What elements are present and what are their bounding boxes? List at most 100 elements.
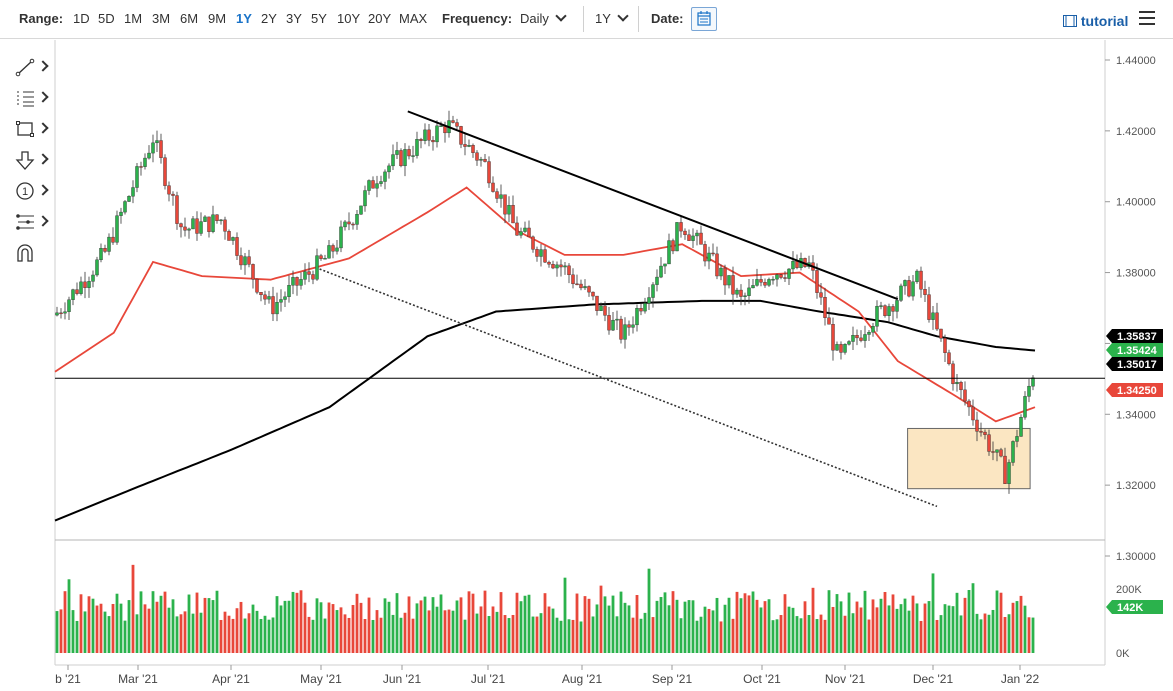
range-3y-button[interactable]: 3Y — [286, 11, 302, 26]
range-max-button[interactable]: MAX — [399, 11, 428, 26]
period-dropdown[interactable]: 1Y — [595, 10, 629, 26]
candle-body — [967, 400, 971, 408]
candle-body — [351, 223, 355, 226]
range-10y-button[interactable]: 10Y — [337, 11, 361, 26]
range-6m-button[interactable]: 6M — [180, 11, 199, 26]
volume-bar — [867, 619, 871, 653]
volume-bar — [259, 618, 263, 653]
volume-bar — [551, 608, 555, 653]
candle-body — [983, 431, 987, 435]
volume-bar — [955, 592, 959, 653]
arrow-tool-button[interactable] — [10, 149, 50, 171]
volume-bar — [823, 619, 827, 653]
pattern-tool-button[interactable] — [10, 211, 50, 233]
volume-bar — [851, 613, 855, 653]
volume-bar — [791, 607, 795, 653]
candle-body — [903, 280, 907, 287]
volume-bar — [535, 616, 539, 653]
candle-body — [175, 195, 179, 224]
volume-bar — [179, 614, 183, 653]
range-5d-button[interactable]: 5D — [98, 11, 115, 26]
volume-bar — [683, 601, 687, 653]
candle-body — [727, 275, 731, 286]
candle-body — [791, 261, 795, 270]
volume-bar — [483, 590, 487, 653]
candle-body — [671, 240, 675, 252]
volume-bar — [635, 594, 639, 653]
candle-body — [427, 129, 431, 141]
range-9m-button[interactable]: 9M — [208, 11, 227, 26]
volume-bar — [919, 620, 923, 653]
candle-body — [963, 389, 967, 402]
volume-bar — [339, 607, 343, 653]
volume-bar — [439, 594, 443, 653]
range-3m-button[interactable]: 3M — [152, 11, 171, 26]
candle-body — [291, 277, 295, 286]
range-1y-button[interactable]: 1Y — [236, 11, 252, 26]
candle-body — [767, 279, 771, 286]
candle-body — [855, 335, 859, 339]
magnet-icon — [17, 244, 33, 262]
volume-bar — [255, 610, 259, 653]
candle-body — [267, 296, 271, 300]
x-tick-label: Dec '21 — [913, 672, 954, 686]
menu-button[interactable] — [1139, 11, 1155, 25]
range-20y-button[interactable]: 20Y — [368, 11, 392, 26]
marker-tool-button[interactable]: 1 — [10, 180, 50, 202]
candle-body — [63, 311, 67, 314]
candle-body — [295, 277, 299, 286]
candle-body — [971, 406, 975, 421]
volume-bar — [1027, 617, 1031, 653]
candle-body — [491, 182, 495, 192]
candle-body — [951, 363, 955, 385]
candle-body — [775, 274, 779, 280]
candle-body — [643, 303, 647, 312]
candle-body — [59, 312, 63, 315]
volume-bar — [435, 606, 439, 653]
candle-body — [863, 334, 867, 341]
range-1m-button[interactable]: 1M — [124, 11, 143, 26]
volume-bar — [871, 599, 875, 653]
candle-body — [155, 140, 159, 144]
volume-bar — [803, 601, 807, 653]
rectangle-tool-button[interactable] — [10, 118, 50, 140]
volume-bar — [1023, 605, 1027, 653]
volume-bar — [975, 613, 979, 653]
volume-badge-shape — [1106, 600, 1163, 614]
magnet-tool-button[interactable] — [10, 242, 50, 264]
candle-body — [247, 256, 251, 265]
volume-bar — [379, 617, 383, 653]
candle-body — [779, 274, 783, 278]
candle-body — [499, 194, 503, 199]
candle-body — [319, 255, 323, 259]
candle-body — [875, 305, 879, 327]
volume-bar — [795, 616, 799, 653]
fibonacci-tool-button[interactable] — [10, 87, 50, 109]
volume-bar — [183, 611, 187, 653]
ma200-badge: 1.35837 — [1106, 329, 1163, 343]
volume-bar — [579, 621, 583, 653]
candle-body — [515, 222, 519, 236]
volume-bar — [83, 611, 87, 653]
trendline-tool-button[interactable] — [10, 56, 50, 78]
range-5y-button[interactable]: 5Y — [311, 11, 327, 26]
range-2y-button[interactable]: 2Y — [261, 11, 277, 26]
candle-body — [943, 338, 947, 353]
candle-body — [395, 150, 399, 155]
date-picker-button[interactable] — [691, 7, 717, 31]
candle-body — [519, 231, 523, 236]
range-1d-button[interactable]: 1D — [73, 11, 90, 26]
pattern-tool-icon — [16, 214, 34, 230]
candle-body — [271, 296, 275, 315]
candle-body — [135, 166, 139, 188]
candle-body — [283, 296, 287, 300]
candle-body — [403, 149, 407, 167]
candle-body — [123, 201, 127, 213]
frequency-dropdown[interactable]: Daily — [520, 10, 567, 26]
level-badge-shape — [1106, 357, 1163, 371]
candle-body — [575, 283, 579, 286]
tutorial-link[interactable]: tutorial — [1063, 13, 1128, 29]
tutorial-label: tutorial — [1080, 13, 1129, 29]
volume-bar — [931, 573, 935, 653]
